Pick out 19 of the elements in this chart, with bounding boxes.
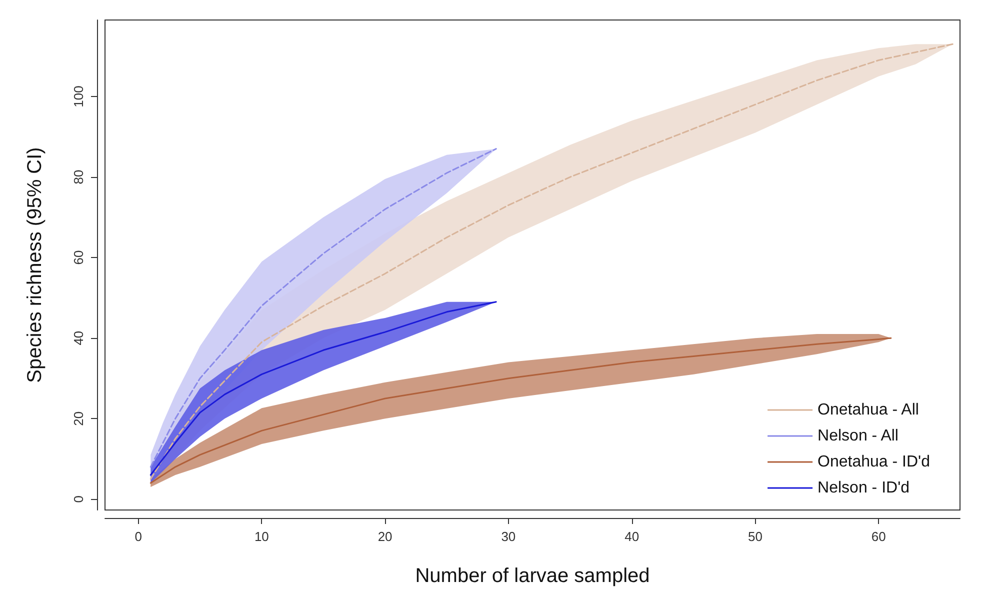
y-axis-title: Species richness (95% CI) <box>24 147 46 383</box>
x-tick-label: 40 <box>624 529 640 544</box>
x-tick-label: 20 <box>378 529 392 544</box>
x-tick-label: 0 <box>134 529 142 544</box>
y-tick-label: 100 <box>71 86 86 108</box>
y-tick-label: 0 <box>71 496 86 503</box>
legend-label: Nelson - ID'd <box>818 480 910 496</box>
legend-label: Onetahua - All <box>818 402 919 418</box>
x-tick-label: 10 <box>254 529 269 544</box>
x-tick-label: 50 <box>748 529 762 544</box>
y-tick-label: 20 <box>71 411 86 426</box>
y-tick-label: 40 <box>71 330 86 346</box>
y-tick-label: 80 <box>71 170 86 184</box>
x-axis-title: Number of larvae sampled <box>415 565 650 587</box>
legend-label: Onetahua - ID'd <box>818 454 930 470</box>
legend-label: Nelson - All <box>818 428 898 444</box>
x-tick-label: 60 <box>871 529 886 544</box>
y-tick-label: 60 <box>71 250 86 265</box>
x-tick-label: 30 <box>501 529 516 544</box>
